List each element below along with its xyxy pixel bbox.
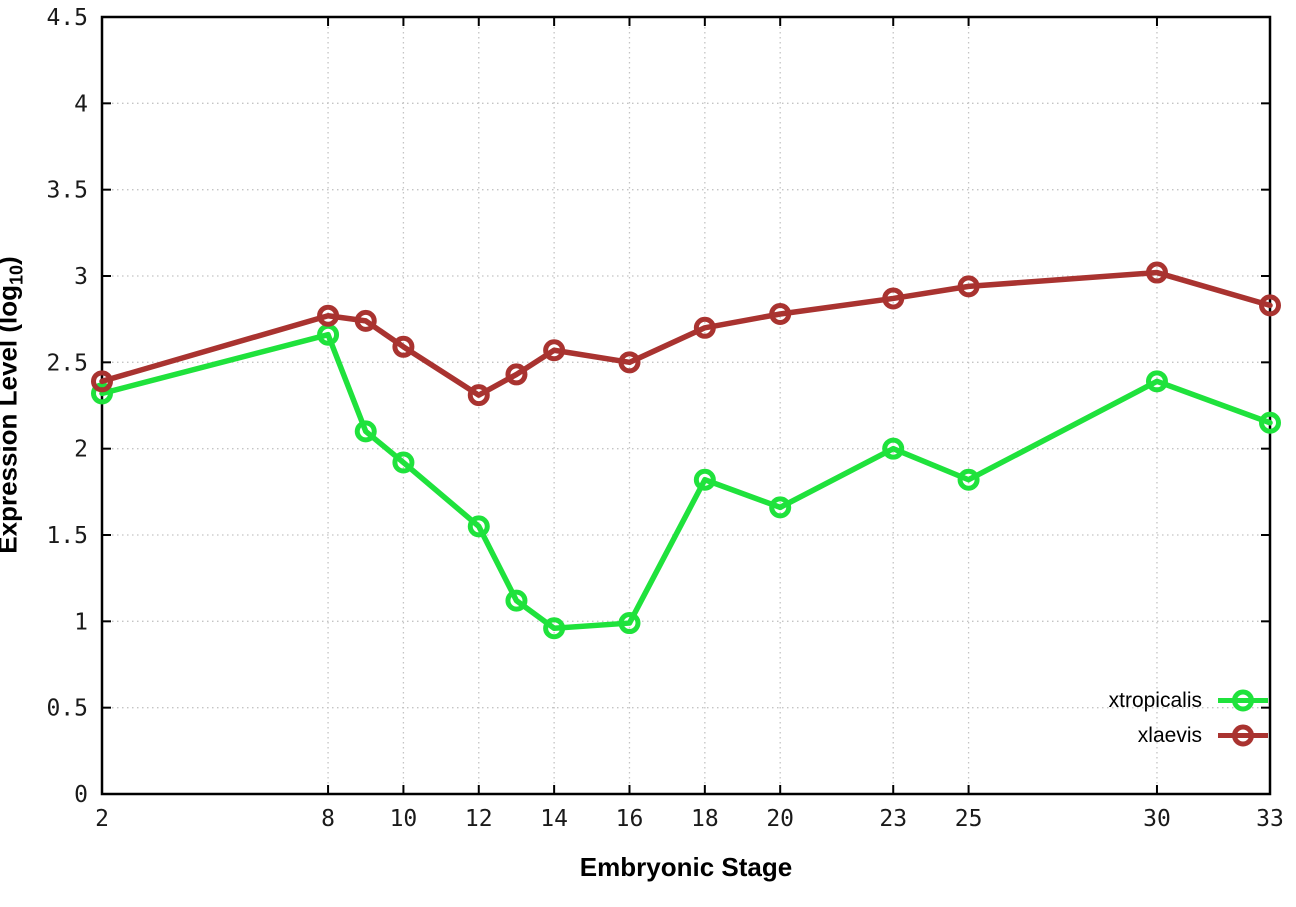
data-point-xtropicalis-stage-18 — [693, 468, 716, 491]
x-tick-label: 8 — [321, 806, 335, 832]
data-point-xtropicalis-stage-10 — [392, 451, 415, 474]
data-point-xtropicalis-stage-9 — [354, 420, 377, 443]
data-point-xlaevis-stage-30 — [1145, 261, 1168, 284]
legend-marker-icon — [1232, 689, 1254, 712]
series-line-xlaevis — [99, 269, 1273, 398]
y-axis-title-text: Expression Level (log — [0, 284, 23, 554]
x-tick-label: 33 — [1256, 806, 1284, 832]
x-tick-label: 14 — [540, 806, 568, 832]
y-tick-label: 1.5 — [46, 523, 88, 549]
data-point-xlaevis-stage-25 — [957, 275, 980, 298]
x-tick-label: 10 — [390, 806, 418, 832]
y-tick-label: 4 — [74, 91, 88, 117]
data-point-xlaevis-stage-10 — [392, 335, 415, 358]
y-axis-title-subscript: 10 — [6, 264, 27, 285]
data-point-xtropicalis-stage-2 — [91, 382, 113, 405]
data-point-xlaevis-stage-16 — [618, 351, 641, 374]
x-tick-label: 20 — [766, 806, 794, 832]
legend-marker-icon — [1232, 724, 1254, 747]
data-point-xtropicalis-stage-14 — [543, 617, 566, 640]
y-tick-label: 1 — [74, 609, 88, 635]
plot-border — [100, 15, 1272, 796]
data-point-xtropicalis-stage-23 — [882, 437, 905, 460]
data-point-xtropicalis-stage-33 — [1259, 411, 1281, 434]
data-point-xtropicalis-stage-20 — [769, 496, 792, 519]
data-point-xtropicalis-stage-25 — [957, 468, 980, 491]
x-tick-label: 25 — [955, 806, 983, 832]
data-point-xlaevis-stage-14 — [543, 339, 566, 362]
y-tick-label: 2 — [74, 437, 88, 463]
data-point-xlaevis-stage-18 — [693, 316, 716, 339]
legend-label-xtropicalis: xtropicalis — [1108, 688, 1202, 712]
y-axis-title: Expression Level (log10) — [0, 256, 28, 553]
data-point-xlaevis-stage-12 — [467, 384, 490, 407]
x-tick-label: 2 — [95, 806, 109, 832]
data-point-xlaevis-stage-23 — [882, 287, 905, 310]
legend-entry-xtropicalis: xtropicalis — [1109, 684, 1270, 717]
x-tick-label: 18 — [691, 806, 719, 832]
data-point-xlaevis-stage-2 — [91, 370, 113, 393]
legend-label-xlaevis: xlaevis — [1137, 723, 1202, 747]
y-tick-label: 3 — [74, 264, 88, 290]
y-tick-label: 0.5 — [46, 696, 88, 722]
data-point-xlaevis-stage-8 — [317, 304, 340, 327]
x-tick-label: 30 — [1143, 806, 1171, 832]
y-tick-label: 2.5 — [46, 350, 88, 376]
x-axis-title: Embryonic Stage — [579, 852, 793, 882]
x-tick-label: 12 — [465, 806, 493, 832]
data-point-xlaevis-stage-20 — [769, 302, 792, 325]
x-tick-label: 16 — [616, 806, 644, 832]
y-tick-label: 4.5 — [46, 5, 88, 31]
data-point-xtropicalis-stage-30 — [1145, 370, 1168, 393]
data-point-xtropicalis-stage-13 — [505, 589, 528, 612]
y-tick-label: 0 — [74, 782, 88, 808]
legend-entry-xlaevis: xlaevis — [1109, 719, 1270, 752]
series-line-xtropicalis — [99, 331, 1273, 631]
y-axis-title-close: ) — [0, 256, 22, 265]
y-tick-label: 3.5 — [46, 178, 88, 204]
data-point-xlaevis-stage-33 — [1259, 294, 1281, 317]
data-point-xtropicalis-stage-12 — [467, 515, 490, 538]
legend-sample-xtropicalis — [1218, 689, 1268, 712]
data-point-xlaevis-stage-9 — [354, 309, 377, 332]
data-point-xtropicalis-stage-16 — [618, 612, 641, 635]
x-tick-label: 23 — [879, 806, 907, 832]
legend-sample-xlaevis — [1218, 724, 1268, 747]
legend: xtropicalis xlaevis — [1109, 684, 1270, 752]
data-point-xlaevis-stage-13 — [505, 363, 528, 386]
